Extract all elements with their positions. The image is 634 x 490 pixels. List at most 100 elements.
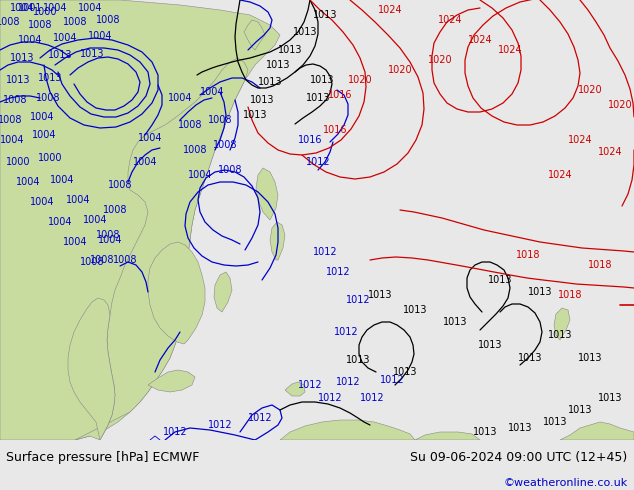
Text: 1004: 1004 xyxy=(16,177,40,187)
Polygon shape xyxy=(0,0,280,440)
Text: 1013: 1013 xyxy=(548,330,573,340)
Text: 1013: 1013 xyxy=(488,275,512,285)
Text: 1020: 1020 xyxy=(347,75,372,85)
Polygon shape xyxy=(75,58,248,440)
Text: 1024: 1024 xyxy=(548,170,573,180)
Text: 1018: 1018 xyxy=(588,260,612,270)
Text: 1012: 1012 xyxy=(306,157,330,167)
Text: 1000: 1000 xyxy=(33,7,57,17)
Text: 1008: 1008 xyxy=(208,115,232,125)
Text: 1008: 1008 xyxy=(90,255,114,265)
Text: 1012: 1012 xyxy=(313,247,337,257)
Polygon shape xyxy=(148,370,195,392)
Polygon shape xyxy=(415,432,480,440)
Text: 1012: 1012 xyxy=(163,427,187,437)
Text: 1013: 1013 xyxy=(403,305,427,315)
Text: 1024: 1024 xyxy=(598,147,623,157)
Text: 1012: 1012 xyxy=(346,295,370,305)
Text: 1008: 1008 xyxy=(113,255,137,265)
Text: 1016: 1016 xyxy=(323,125,347,135)
Text: 1004: 1004 xyxy=(98,235,122,245)
Text: 1013: 1013 xyxy=(250,95,275,105)
Text: 1008: 1008 xyxy=(0,115,22,125)
Text: 1018: 1018 xyxy=(558,290,582,300)
Polygon shape xyxy=(244,20,265,50)
Text: 1004: 1004 xyxy=(48,217,72,227)
Text: 1013: 1013 xyxy=(313,10,337,20)
Text: 1012: 1012 xyxy=(248,413,273,423)
Text: 1008: 1008 xyxy=(80,257,104,267)
Text: 1013: 1013 xyxy=(38,73,62,83)
Text: 1013: 1013 xyxy=(527,287,552,297)
Text: 1013: 1013 xyxy=(80,49,104,59)
Polygon shape xyxy=(256,168,278,220)
Text: 1013: 1013 xyxy=(306,93,330,103)
Text: 1020: 1020 xyxy=(428,55,452,65)
Text: 1013: 1013 xyxy=(258,77,282,87)
Text: 1013: 1013 xyxy=(478,340,502,350)
Text: 1008: 1008 xyxy=(217,165,242,175)
Polygon shape xyxy=(270,222,285,260)
Text: 1012: 1012 xyxy=(333,327,358,337)
Text: 1012: 1012 xyxy=(380,375,404,385)
Text: 1008: 1008 xyxy=(63,17,87,27)
Text: 1000: 1000 xyxy=(38,153,62,163)
Text: 1012: 1012 xyxy=(359,393,384,403)
Text: 1004: 1004 xyxy=(49,175,74,185)
Polygon shape xyxy=(280,420,415,440)
Text: 1004: 1004 xyxy=(168,93,192,103)
Text: 1024: 1024 xyxy=(567,135,592,145)
Text: 1013: 1013 xyxy=(473,427,497,437)
Text: 1008: 1008 xyxy=(36,93,60,103)
Text: 1013: 1013 xyxy=(293,27,317,37)
Text: 1020: 1020 xyxy=(578,85,602,95)
Text: 1004: 1004 xyxy=(42,3,67,13)
Text: 1004: 1004 xyxy=(78,3,102,13)
Text: 1004: 1004 xyxy=(66,195,90,205)
Text: 1001: 1001 xyxy=(18,3,42,13)
Text: 1004: 1004 xyxy=(32,130,56,140)
Text: 1013: 1013 xyxy=(278,45,302,55)
Text: 1013: 1013 xyxy=(6,75,30,85)
Text: 1008: 1008 xyxy=(108,180,133,190)
Polygon shape xyxy=(68,298,115,440)
Text: 1008: 1008 xyxy=(103,205,127,215)
Text: 1013: 1013 xyxy=(392,367,417,377)
Text: 1024: 1024 xyxy=(468,35,493,45)
Text: 1008: 1008 xyxy=(213,140,237,150)
Text: ©weatheronline.co.uk: ©weatheronline.co.uk xyxy=(503,477,628,488)
Text: 1008: 1008 xyxy=(0,17,20,27)
Text: 1008: 1008 xyxy=(3,95,27,105)
Text: 1024: 1024 xyxy=(378,5,403,15)
Text: 1013: 1013 xyxy=(598,393,622,403)
Text: 1012: 1012 xyxy=(326,267,351,277)
Polygon shape xyxy=(214,272,232,312)
Text: 1013: 1013 xyxy=(518,353,542,363)
Text: 1008: 1008 xyxy=(96,230,120,240)
Text: 1004: 1004 xyxy=(200,87,224,97)
Text: 1013: 1013 xyxy=(543,417,567,427)
Text: 1004: 1004 xyxy=(138,133,162,143)
Text: 1004: 1004 xyxy=(30,112,55,122)
Text: 1004: 1004 xyxy=(133,157,157,167)
Text: 1013: 1013 xyxy=(48,50,72,60)
Text: 1004: 1004 xyxy=(10,3,34,13)
Text: 1008: 1008 xyxy=(96,15,120,25)
Text: 1024: 1024 xyxy=(498,45,522,55)
Text: 1013: 1013 xyxy=(346,355,370,365)
Text: 1000: 1000 xyxy=(6,157,30,167)
Text: 1012: 1012 xyxy=(318,393,342,403)
Text: 1012: 1012 xyxy=(208,420,232,430)
Text: 1013: 1013 xyxy=(310,75,334,85)
Text: 1018: 1018 xyxy=(515,250,540,260)
Text: 1008: 1008 xyxy=(28,20,52,30)
Text: 1004: 1004 xyxy=(53,33,77,43)
Text: 1004: 1004 xyxy=(188,170,212,180)
Text: 1013: 1013 xyxy=(508,423,533,433)
Text: 1004: 1004 xyxy=(83,215,107,225)
Polygon shape xyxy=(285,382,305,396)
Text: 1024: 1024 xyxy=(437,15,462,25)
Text: 1004: 1004 xyxy=(87,31,112,41)
Text: 1012: 1012 xyxy=(298,380,322,390)
Text: 1020: 1020 xyxy=(387,65,412,75)
